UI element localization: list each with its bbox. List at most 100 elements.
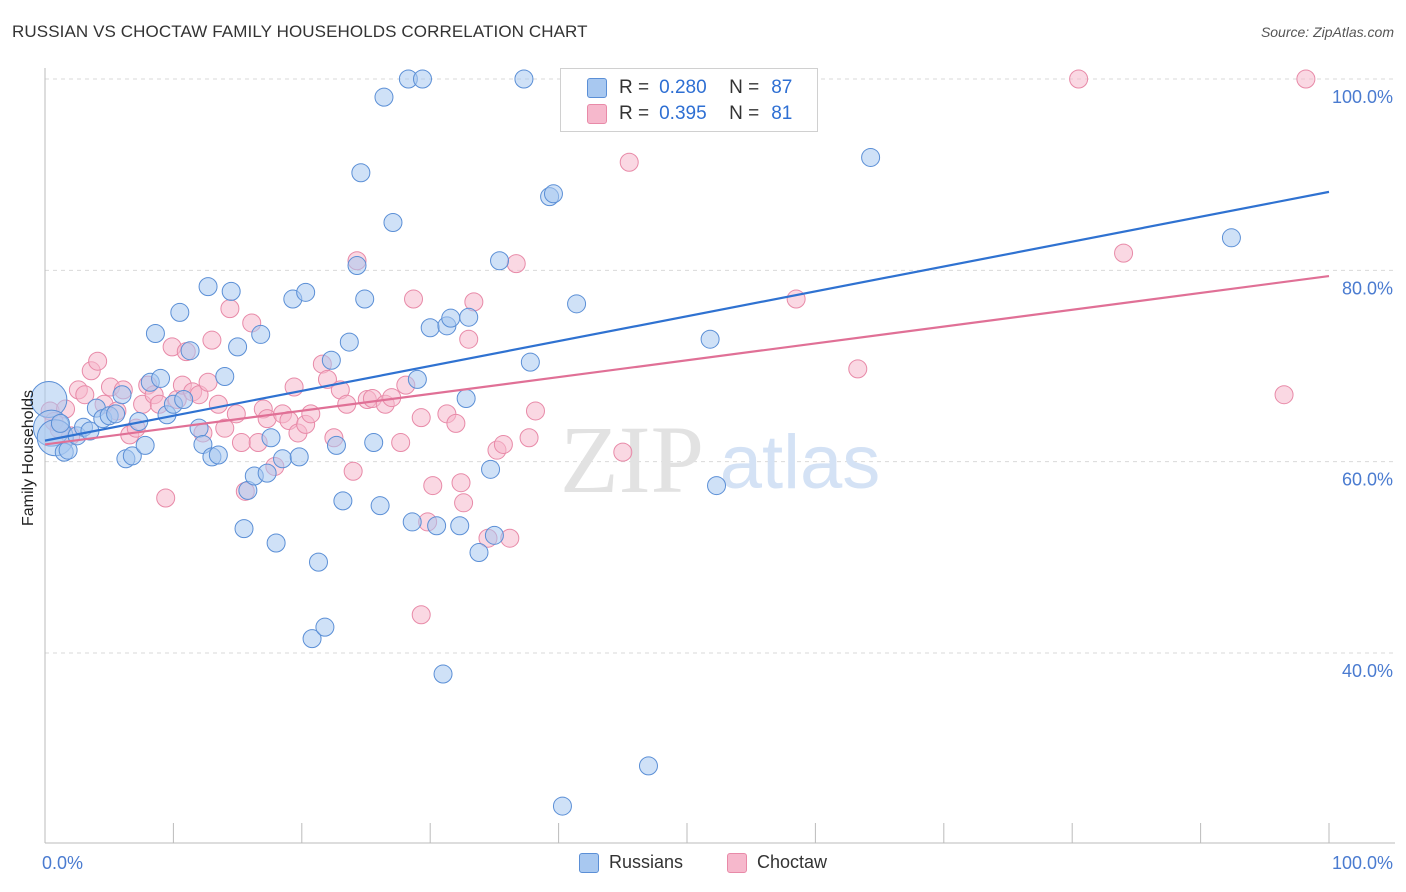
watermark-atlas: atlas	[720, 420, 881, 505]
choctaw-point	[391, 433, 411, 453]
legend-item-russians[interactable]: Russians	[578, 852, 683, 873]
russians-point	[170, 302, 190, 322]
legend-item-choctaw[interactable]: Choctaw	[727, 852, 827, 873]
choctaw-point	[301, 404, 321, 424]
legend-swatch-russians	[587, 78, 607, 98]
russians-point	[700, 329, 720, 349]
choctaw-point	[343, 461, 363, 481]
legend-n-label: N =	[729, 77, 760, 98]
legend-r-label: R =	[619, 103, 650, 124]
stats-legend: R = 0.280 N = 87 R = 0.395 N = 81	[560, 68, 818, 132]
russians-point	[251, 324, 271, 344]
russians-point	[221, 281, 241, 301]
russians-trend-line	[44, 190, 1330, 442]
russians-point	[273, 449, 293, 469]
russians-point	[266, 533, 286, 553]
choctaw-point	[1069, 69, 1089, 89]
choctaw-point	[506, 254, 526, 274]
legend-row-choctaw: R = 0.395 N = 81	[587, 103, 792, 125]
russians-point	[347, 256, 367, 276]
x-tick-label-start: 0.0%	[42, 853, 83, 873]
choctaw-point	[525, 401, 545, 421]
choctaw-point	[613, 442, 633, 462]
legend-n-label: N =	[729, 103, 760, 124]
russians-point	[552, 796, 572, 816]
x-tick-label-end: 100.0%	[1332, 853, 1393, 873]
russians-point	[456, 389, 476, 409]
russians-point	[302, 629, 322, 649]
choctaw-trend-line	[44, 274, 1330, 446]
russians-point	[289, 447, 309, 467]
choctaw-point	[198, 372, 218, 392]
russians-point	[351, 163, 371, 183]
russians-point	[257, 463, 277, 483]
russians-point	[567, 294, 587, 314]
russians-point	[370, 496, 390, 516]
russians-point	[484, 525, 504, 545]
russians-point	[450, 516, 470, 536]
watermark: ZIP atlas	[560, 406, 880, 513]
trend-lines	[44, 190, 1330, 446]
russians-point	[441, 308, 461, 328]
russians-point	[261, 428, 281, 448]
choctaw-point	[411, 408, 431, 428]
choctaw-point	[1274, 385, 1294, 405]
russians-point	[861, 147, 881, 167]
gridlines	[45, 78, 1395, 654]
legend-n-value: 81	[771, 103, 793, 124]
legend-swatch-choctaw	[587, 104, 607, 124]
russians-point	[315, 617, 335, 637]
russians-point	[151, 368, 171, 388]
russians-point	[321, 350, 341, 370]
choctaw-point	[156, 488, 176, 508]
russians-label: Russians	[608, 852, 683, 872]
watermark-zip: ZIP	[560, 406, 704, 513]
russians-point	[1221, 228, 1241, 248]
choctaw-point	[404, 289, 424, 309]
choctaw-point	[220, 299, 240, 319]
russians-point	[383, 213, 403, 232]
choctaw-point	[208, 394, 228, 414]
legend-r-value: 0.395	[659, 103, 707, 124]
legend-r-label: R =	[619, 77, 650, 98]
russians-swatch	[578, 852, 599, 873]
choctaw-point	[1114, 243, 1134, 263]
russians-point	[707, 476, 727, 496]
russians-point	[135, 435, 155, 455]
choctaw-point	[423, 476, 443, 496]
russians-point	[112, 385, 132, 405]
russians-point	[407, 369, 427, 389]
russians-point	[638, 756, 658, 776]
axes	[44, 68, 1395, 844]
choctaw-point	[459, 329, 479, 349]
choctaw-point	[411, 605, 431, 625]
y-tick-labels: 40.0% 60.0% 80.0% 100.0%	[1332, 87, 1393, 681]
choctaw-point	[75, 385, 95, 405]
russians-point	[412, 69, 432, 89]
y-tick-label: 60.0%	[1342, 470, 1393, 490]
russians-point	[198, 277, 218, 297]
choctaw-point	[848, 359, 868, 379]
russians-point	[333, 491, 353, 511]
choctaw-point	[231, 433, 251, 453]
russians-point	[364, 433, 384, 453]
russians-point	[122, 446, 142, 466]
series-legend: Russians Choctaw	[0, 852, 1406, 873]
russians-point	[420, 318, 440, 338]
russians-point	[402, 512, 422, 532]
source-label: Source: ZipAtlas.com	[1260, 24, 1394, 40]
russians-point	[180, 341, 200, 361]
choctaw-point	[454, 493, 474, 513]
russians-point	[433, 664, 453, 684]
choctaw-point	[446, 413, 466, 433]
russians-point	[326, 435, 346, 455]
legend-row-russians: R = 0.280 N = 87	[587, 77, 792, 99]
russians-point	[215, 367, 235, 387]
y-tick-label: 100.0%	[1332, 87, 1393, 107]
choctaw-swatch	[727, 852, 747, 873]
russians-point	[308, 552, 328, 572]
russians-point	[106, 404, 126, 424]
choctaw-point	[1296, 69, 1316, 89]
russians-point	[355, 289, 375, 309]
